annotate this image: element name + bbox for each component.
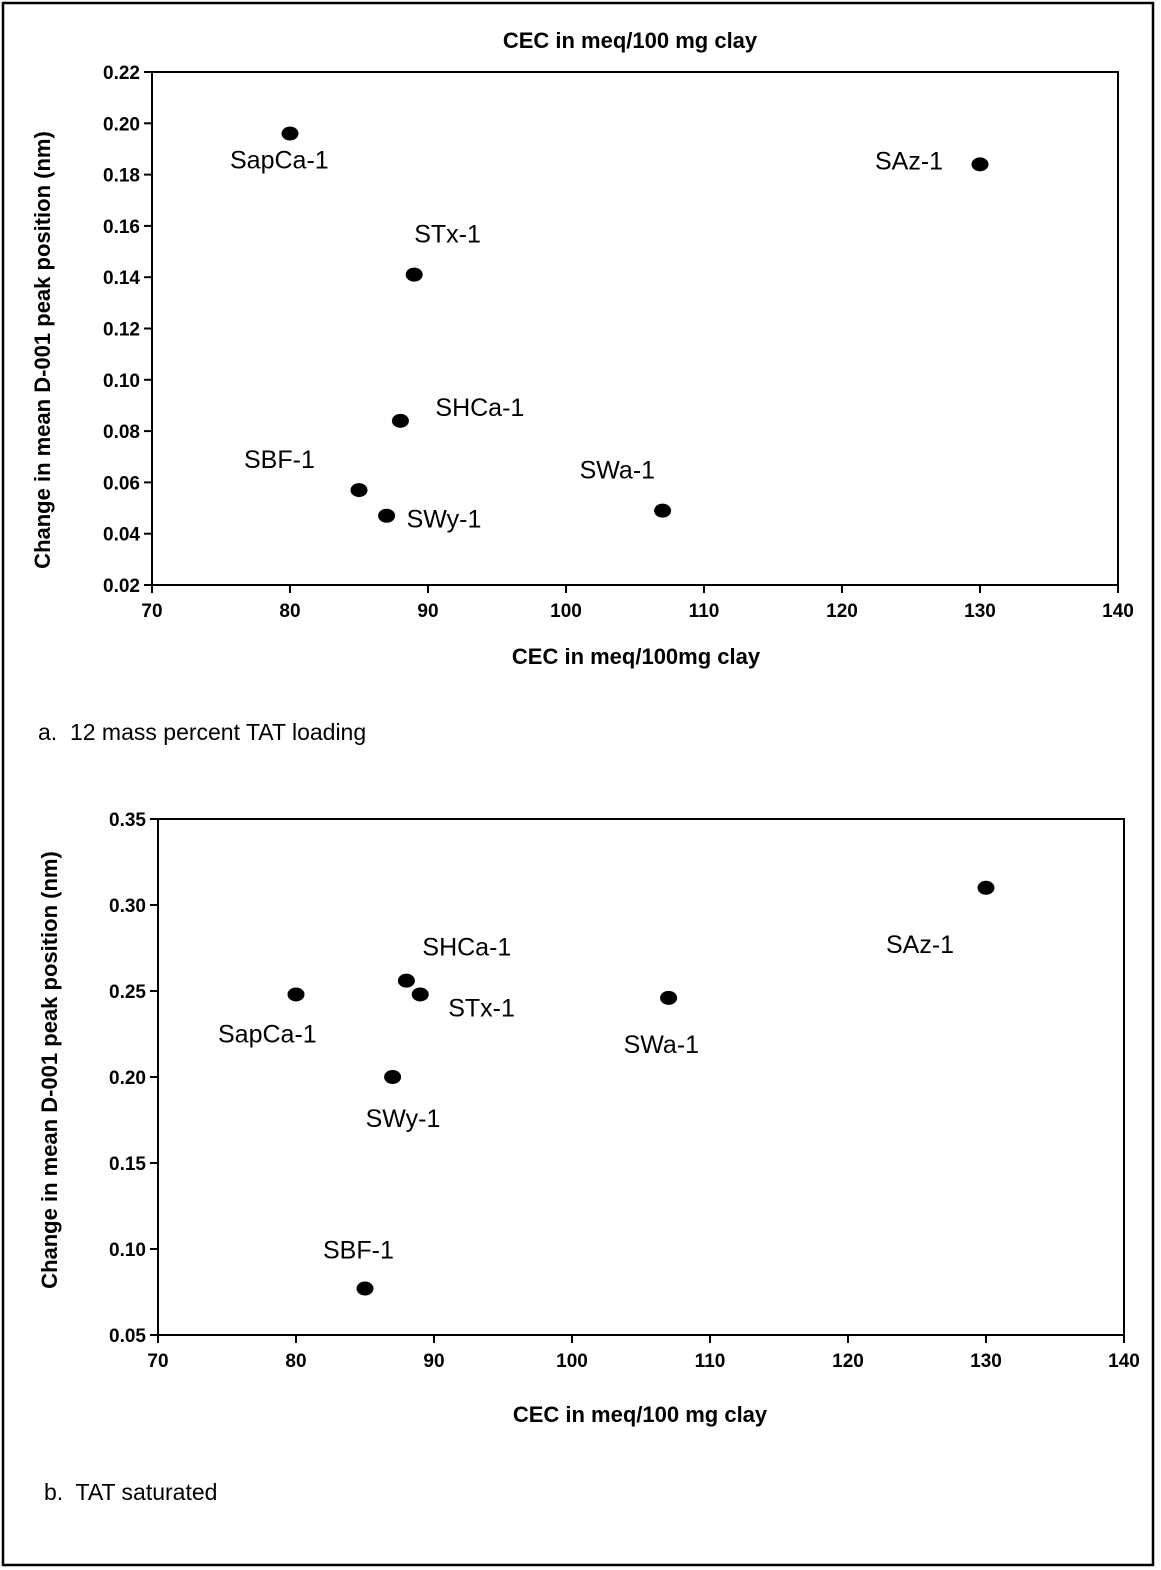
chart-b-x-ticks: 70 80 90 100 110 120 130 140 bbox=[147, 1335, 1140, 1372]
data-point-label: SapCa-1 bbox=[230, 147, 329, 175]
chart-b-points: SAz-1 SHCa-1 STx-1 SapCa-1 SWa-1 SWy-1 SBF-1 bbox=[218, 880, 995, 1296]
x-tick-label: 120 bbox=[832, 1351, 864, 1372]
chart-a-x-axis-title: CEC in meq/100mg clay bbox=[512, 644, 761, 669]
chart-a-y-ticks: 0.02 0.04 0.06 0.08 0.10 0.12 0.14 0.16 0.18 0.20… bbox=[103, 63, 152, 597]
x-tick-label: 90 bbox=[423, 1351, 444, 1372]
chart-a: CEC in meq/100 mg clay 70 80 90 100 110 120 13… bbox=[30, 28, 1134, 745]
data-point-label: SBF-1 bbox=[244, 446, 315, 474]
y-tick-label: 0.30 bbox=[109, 896, 146, 917]
data-point-shca-1 bbox=[397, 973, 415, 988]
data-point-label: STx-1 bbox=[448, 994, 515, 1022]
data-point-swy-1 bbox=[378, 508, 396, 523]
y-tick-label: 0.10 bbox=[109, 1240, 146, 1261]
chart-a-caption: a. 12 mass percent TAT loading bbox=[38, 719, 366, 745]
data-point-saz-1 bbox=[971, 157, 989, 172]
data-point-label: SBF-1 bbox=[323, 1237, 394, 1265]
chart-b-y-axis-title: Change in mean D-001 peak position (nm) bbox=[37, 851, 62, 1289]
chart-b-caption: b. TAT saturated bbox=[44, 1479, 217, 1505]
data-point-label: SWy-1 bbox=[407, 506, 482, 534]
data-point-label: SapCa-1 bbox=[218, 1020, 317, 1048]
data-point-sapca-1 bbox=[281, 126, 299, 141]
y-tick-label: 0.22 bbox=[103, 63, 140, 84]
x-tick-label: 70 bbox=[141, 601, 162, 622]
y-tick-label: 0.16 bbox=[103, 217, 140, 238]
chart-a-title: CEC in meq/100 mg clay bbox=[503, 28, 758, 53]
x-tick-label: 80 bbox=[279, 601, 300, 622]
data-point-label: SAz-1 bbox=[875, 147, 943, 175]
x-tick-label: 80 bbox=[285, 1351, 306, 1372]
y-tick-label: 0.12 bbox=[103, 320, 140, 341]
data-point-swy-1 bbox=[384, 1070, 402, 1084]
data-point-stx-1 bbox=[411, 987, 429, 1002]
x-tick-label: 140 bbox=[1102, 601, 1134, 622]
chart-a-x-ticks: 70 80 90 100 110 120 130 140 bbox=[141, 585, 1134, 622]
data-point-sbf-1 bbox=[350, 483, 368, 498]
data-point-label: SWa-1 bbox=[580, 457, 655, 485]
y-tick-label: 0.14 bbox=[103, 268, 140, 289]
chart-a-points: SapCa-1 SAz-1 STx-1 SHCa-1 SBF-1 SWy-1 SWa-1 bbox=[230, 126, 989, 534]
x-tick-label: 120 bbox=[826, 601, 858, 622]
data-point-label: STx-1 bbox=[414, 221, 481, 249]
y-tick-label: 0.35 bbox=[109, 810, 146, 831]
chart-b-x-axis-title: CEC in meq/100 mg clay bbox=[513, 1402, 768, 1427]
data-point-label: SWy-1 bbox=[366, 1105, 441, 1133]
chart-b: 70 80 90 100 110 120 130 140 0.050.100.150.200.… bbox=[37, 810, 1140, 1505]
plot-area-border bbox=[157, 818, 1125, 1336]
data-point-swa-1 bbox=[660, 990, 678, 1005]
x-tick-label: 140 bbox=[1108, 1351, 1140, 1372]
y-tick-label: 0.08 bbox=[103, 422, 140, 443]
y-tick-label: 0.06 bbox=[103, 473, 140, 494]
y-tick-label: 0.02 bbox=[103, 576, 140, 597]
y-tick-label: 0.05 bbox=[109, 1326, 146, 1347]
data-point-saz-1 bbox=[977, 880, 995, 895]
y-tick-label: 0.04 bbox=[103, 525, 140, 546]
y-tick-label: 0.25 bbox=[109, 982, 146, 1003]
data-point-sbf-1 bbox=[356, 1281, 374, 1296]
data-point-shca-1 bbox=[391, 413, 409, 428]
x-tick-label: 110 bbox=[695, 1351, 726, 1372]
chart-b-axes bbox=[157, 818, 1125, 1336]
x-tick-label: 90 bbox=[417, 601, 438, 622]
data-point-label: SHCa-1 bbox=[422, 934, 511, 962]
data-point-label: SHCa-1 bbox=[435, 394, 524, 422]
x-tick-label: 100 bbox=[556, 1351, 588, 1372]
x-tick-label: 130 bbox=[970, 1351, 1002, 1372]
x-tick-label: 110 bbox=[689, 601, 720, 622]
data-point-label: SWa-1 bbox=[624, 1031, 699, 1059]
y-tick-label: 0.15 bbox=[109, 1154, 146, 1175]
y-tick-label: 0.20 bbox=[103, 114, 140, 135]
data-point-label: SAz-1 bbox=[886, 931, 954, 959]
x-tick-label: 70 bbox=[147, 1351, 168, 1372]
data-point-stx-1 bbox=[405, 267, 423, 282]
x-tick-label: 130 bbox=[964, 601, 996, 622]
y-tick-label: 0.20 bbox=[109, 1068, 146, 1089]
data-point-sapca-1 bbox=[287, 987, 305, 1002]
data-point-swa-1 bbox=[654, 503, 672, 518]
chart-b-y-ticks: 0.05 0.10 0.15 0.20 0.25 0.30 0.35 bbox=[109, 810, 158, 1347]
chart-a-y-axis-title: Change in mean D-001 peak position (nm) bbox=[30, 131, 55, 569]
y-tick-label: 0.10 bbox=[103, 371, 140, 392]
y-tick-label: 0.18 bbox=[103, 166, 140, 187]
x-tick-label: 100 bbox=[550, 601, 582, 622]
